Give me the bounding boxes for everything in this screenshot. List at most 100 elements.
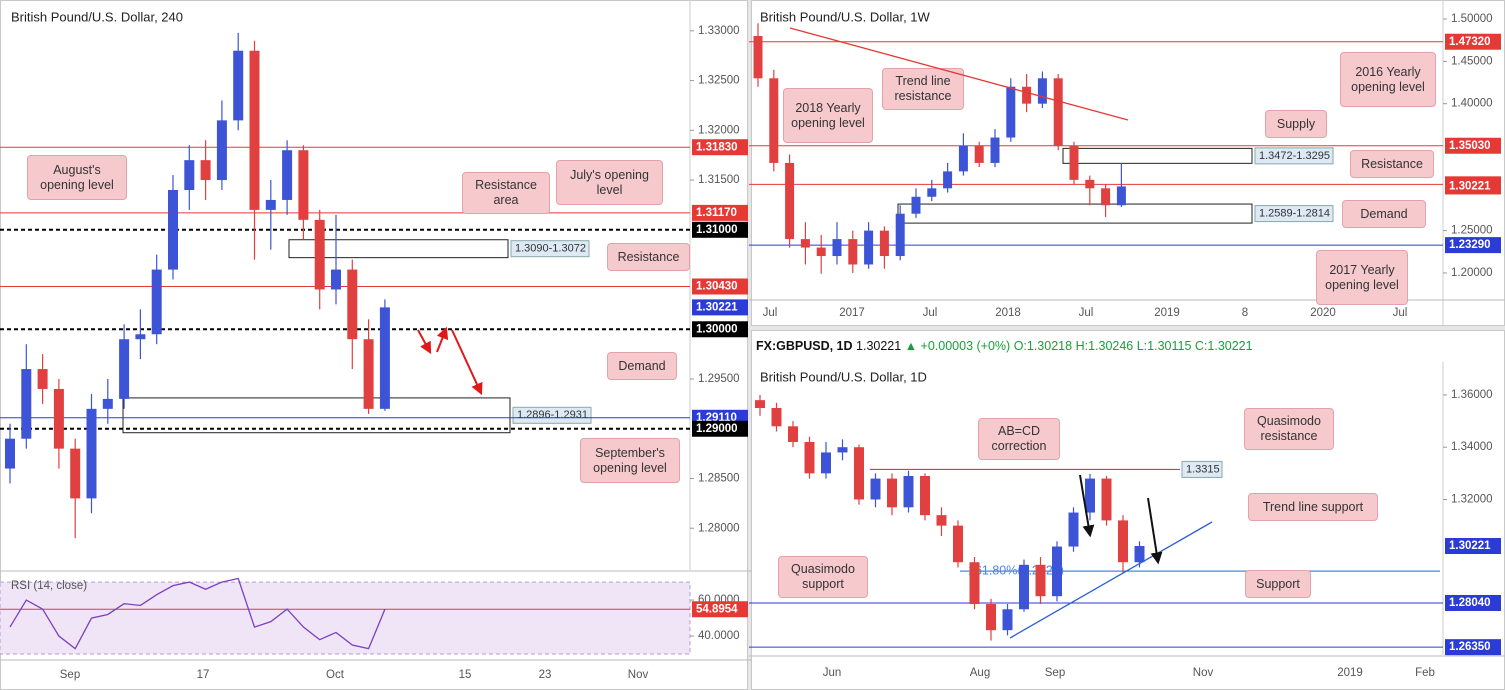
x-tick-label: Jul <box>923 307 938 319</box>
callout-text: 2017 Yearly opening level <box>1316 250 1408 305</box>
callout-text: August's opening level <box>27 155 127 200</box>
candle-body <box>1037 78 1047 104</box>
rsi-title: RSI (14, close) <box>11 580 87 592</box>
candle-body <box>1035 564 1046 597</box>
candle-body <box>990 137 1000 163</box>
level-tag <box>692 299 748 316</box>
y-tick-label: 1.29500 <box>698 373 740 385</box>
y-tick-label: 1.25000 <box>1451 225 1493 237</box>
callout: 2018 Yearly opening level <box>783 88 873 143</box>
rsi-level-tag <box>692 601 748 618</box>
candle-body <box>53 388 64 449</box>
candle-body <box>1006 86 1016 138</box>
callout: Resistance <box>607 243 690 271</box>
x-tick-label: Aug <box>970 667 990 679</box>
candle-body <box>331 269 341 290</box>
candle-body <box>753 35 763 79</box>
candle-body <box>769 78 779 163</box>
candle-body <box>870 478 881 500</box>
level-tag-label: 1.30430 <box>696 281 738 293</box>
candle-body <box>363 339 374 409</box>
arrow <box>451 329 483 396</box>
callout-text: Resistance area <box>462 172 550 214</box>
y-tick-label: 1.28500 <box>698 473 740 485</box>
level-tag <box>692 204 748 221</box>
header-field: L:1.30115 <box>1137 339 1192 353</box>
zone-label-bg <box>1254 205 1334 223</box>
y-tick-label: 1.40000 <box>1451 98 1493 110</box>
candle-body <box>86 408 97 499</box>
level-tag-label: 1.31000 <box>696 224 738 236</box>
candle-body <box>911 196 921 214</box>
zone-label: 1.2896-1.2931 <box>517 409 588 421</box>
candle-body <box>854 447 864 500</box>
callout: Trend line support <box>1248 493 1378 521</box>
level-tag <box>1445 639 1501 656</box>
y-tick-label: 1.50000 <box>1451 13 1493 25</box>
level-tag <box>692 420 748 437</box>
candle-body <box>216 120 227 181</box>
candle-body <box>21 369 32 439</box>
x-tick-label: Oct <box>326 669 345 681</box>
level-label-bg <box>1181 460 1223 478</box>
candle-body <box>920 475 930 516</box>
zone <box>1062 147 1253 164</box>
callout-text: 2016 Yearly opening level <box>1340 52 1436 107</box>
callout-text: Resistance <box>607 243 690 271</box>
level-tag <box>692 221 748 238</box>
candle-body <box>1085 478 1095 513</box>
y-tick-label: 40.0000 <box>698 630 740 642</box>
candle-body <box>804 441 815 474</box>
candle-body <box>936 515 947 526</box>
callout: Quasimodo support <box>778 556 868 598</box>
callout: Support <box>1245 570 1311 598</box>
x-tick-label: 2019 <box>1337 667 1363 679</box>
header-field: C:1.30221 <box>1195 339 1253 353</box>
callout-text: Demand <box>1342 200 1426 228</box>
candle-body <box>864 230 874 265</box>
callout: Supply <box>1265 110 1327 138</box>
x-tick-label: Sep <box>1045 667 1065 679</box>
level-tag <box>1445 137 1501 154</box>
candle-body <box>1101 188 1111 206</box>
level-tag <box>1445 237 1501 254</box>
callout: Resistance area <box>462 172 550 214</box>
candle-body <box>1101 478 1112 521</box>
callout-text: AB=CD correction <box>978 418 1060 460</box>
callout: Trend line resistance <box>882 68 964 110</box>
candle-body <box>953 525 963 563</box>
candle-body <box>1085 179 1095 189</box>
candle-body <box>816 247 826 257</box>
y-tick-label: 1.32000 <box>1451 494 1493 506</box>
level-tag <box>692 139 748 156</box>
level-tag-label: 1.30221 <box>1449 540 1491 552</box>
header-field: H:1.30246 <box>1076 339 1134 353</box>
candle-body <box>200 160 211 181</box>
level-tag <box>1445 594 1501 611</box>
y-tick-label: 1.33000 <box>698 25 740 37</box>
candle-body <box>788 426 798 442</box>
level-tag <box>1445 33 1501 50</box>
candle-body <box>1118 520 1128 563</box>
trend-line <box>1009 521 1213 639</box>
arrow <box>436 326 449 353</box>
zone-label-bg <box>1254 147 1334 165</box>
x-tick-label: Sep <box>60 669 80 681</box>
zone-label: 1.3472-1.3295 <box>1259 150 1330 162</box>
callout: Demand <box>1342 200 1426 228</box>
callout: September's opening level <box>580 438 680 483</box>
trend-line <box>789 27 1129 121</box>
candle-body <box>887 478 897 508</box>
callout: Quasimodo resistance <box>1244 408 1334 450</box>
callout: Demand <box>607 352 677 380</box>
candle-body <box>821 452 831 474</box>
candle-body <box>5 438 15 469</box>
zone-label: 1.3090-1.3072 <box>515 243 586 255</box>
zone-label-bg <box>510 240 590 258</box>
candle-body <box>135 334 146 340</box>
header-field: FX:GBPUSD, 1D <box>756 339 853 353</box>
candle-body <box>102 398 113 409</box>
rsi-band <box>0 581 691 655</box>
callout-text: Trend line resistance <box>882 68 964 110</box>
y-tick-label: 1.45000 <box>1451 55 1493 67</box>
